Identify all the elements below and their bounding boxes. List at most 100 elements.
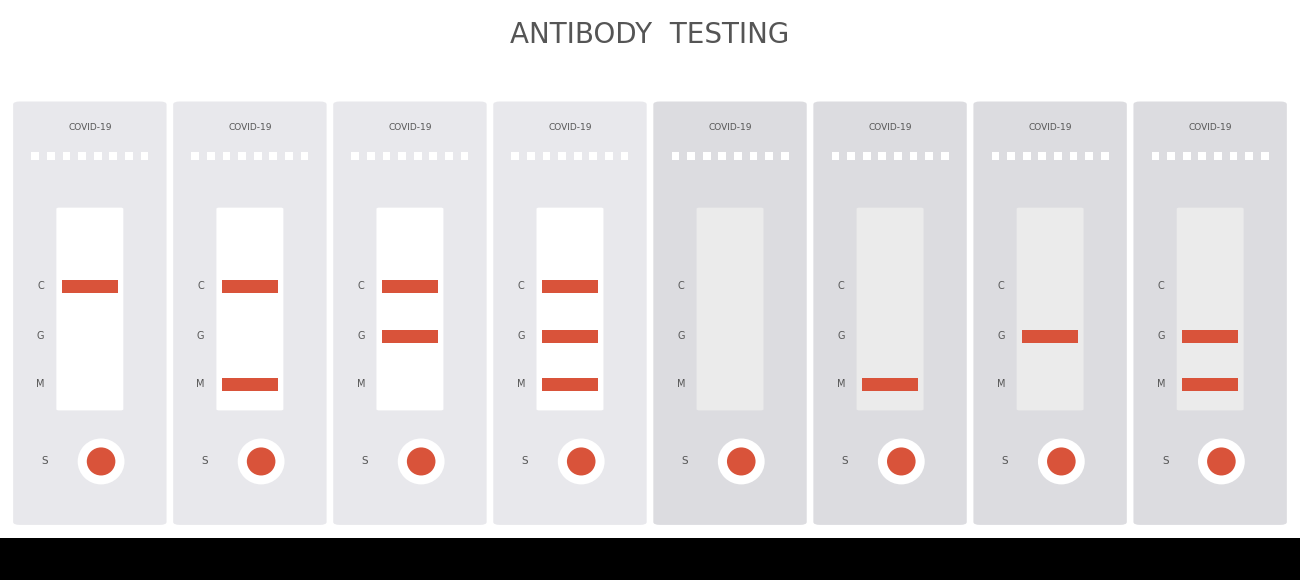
Text: ANTIBODY  TESTING: ANTIBODY TESTING — [511, 21, 789, 49]
Bar — [832, 152, 840, 160]
Text: COVID-19: COVID-19 — [389, 123, 432, 132]
Bar — [1182, 378, 1239, 391]
Text: C: C — [517, 281, 524, 291]
Text: S: S — [42, 456, 48, 466]
Bar — [750, 152, 758, 160]
Bar — [1039, 152, 1046, 160]
Text: S: S — [1162, 456, 1169, 466]
FancyBboxPatch shape — [13, 102, 166, 525]
Ellipse shape — [398, 438, 445, 484]
FancyBboxPatch shape — [537, 208, 603, 411]
Bar — [221, 378, 278, 391]
Text: S: S — [202, 456, 208, 466]
Bar — [125, 152, 133, 160]
Bar — [589, 152, 597, 160]
Text: COVID-19: COVID-19 — [1188, 123, 1232, 132]
Bar — [542, 152, 550, 160]
Bar — [109, 152, 117, 160]
Bar — [0, 538, 1300, 580]
Bar — [941, 152, 949, 160]
Text: C: C — [38, 281, 44, 291]
Bar — [382, 280, 438, 293]
Bar — [1199, 152, 1206, 160]
Text: recent positive: recent positive — [368, 545, 451, 555]
FancyBboxPatch shape — [377, 208, 443, 411]
Bar — [992, 152, 1000, 160]
Bar — [1261, 152, 1269, 160]
Bar — [894, 152, 902, 160]
Text: M: M — [997, 379, 1005, 389]
Text: invalid: invalid — [1031, 545, 1069, 555]
Bar — [382, 331, 438, 343]
Bar — [672, 152, 680, 160]
Bar — [78, 152, 86, 160]
Bar — [94, 152, 101, 160]
Bar — [238, 152, 246, 160]
Text: C: C — [1157, 281, 1165, 291]
Text: invalid: invalid — [1192, 545, 1228, 555]
Bar — [766, 152, 773, 160]
Bar — [300, 152, 308, 160]
Bar — [1054, 152, 1062, 160]
Text: S: S — [681, 456, 689, 466]
Text: M: M — [1157, 379, 1165, 389]
Text: C: C — [198, 281, 204, 291]
Bar — [1182, 331, 1239, 343]
Bar — [862, 378, 918, 391]
Bar — [398, 152, 406, 160]
Bar — [526, 152, 534, 160]
Text: S: S — [521, 456, 528, 466]
Text: G: G — [1157, 331, 1165, 341]
Ellipse shape — [247, 447, 276, 476]
Bar — [1245, 152, 1253, 160]
Bar — [445, 152, 452, 160]
Bar — [542, 378, 598, 391]
Ellipse shape — [567, 447, 595, 476]
Bar — [221, 280, 278, 293]
Text: G: G — [517, 331, 525, 341]
Bar — [47, 152, 55, 160]
Bar — [926, 152, 933, 160]
FancyBboxPatch shape — [654, 102, 807, 525]
FancyBboxPatch shape — [216, 208, 283, 411]
Bar — [1023, 152, 1031, 160]
Ellipse shape — [1199, 438, 1245, 484]
Bar — [351, 152, 359, 160]
Bar — [1086, 152, 1093, 160]
Ellipse shape — [1037, 438, 1084, 484]
Ellipse shape — [718, 438, 764, 484]
Bar — [542, 280, 598, 293]
Text: COVID-19: COVID-19 — [708, 123, 751, 132]
Bar — [1008, 152, 1015, 160]
Bar — [413, 152, 421, 160]
Bar — [429, 152, 437, 160]
Bar — [1152, 152, 1160, 160]
Text: invalid: invalid — [871, 545, 909, 555]
Bar — [573, 152, 581, 160]
Text: invalid: invalid — [711, 545, 749, 555]
Bar — [734, 152, 742, 160]
FancyBboxPatch shape — [974, 102, 1127, 525]
Bar — [61, 280, 118, 293]
Bar — [367, 152, 374, 160]
FancyBboxPatch shape — [1176, 208, 1244, 411]
Bar — [719, 152, 727, 160]
Bar — [1070, 152, 1078, 160]
Bar — [781, 152, 789, 160]
Bar — [222, 152, 230, 160]
Text: S: S — [361, 456, 368, 466]
Bar — [269, 152, 277, 160]
Bar — [191, 152, 199, 160]
Text: COVID-19: COVID-19 — [68, 123, 112, 132]
Text: M: M — [516, 379, 525, 389]
Text: negative: negative — [65, 545, 114, 555]
Text: C: C — [997, 281, 1005, 291]
FancyBboxPatch shape — [493, 102, 646, 525]
Ellipse shape — [87, 447, 116, 476]
Bar — [62, 152, 70, 160]
FancyBboxPatch shape — [697, 208, 763, 411]
Text: COVID-19: COVID-19 — [227, 123, 272, 132]
Text: COVID-19: COVID-19 — [868, 123, 911, 132]
Bar — [1183, 152, 1191, 160]
Bar — [460, 152, 468, 160]
